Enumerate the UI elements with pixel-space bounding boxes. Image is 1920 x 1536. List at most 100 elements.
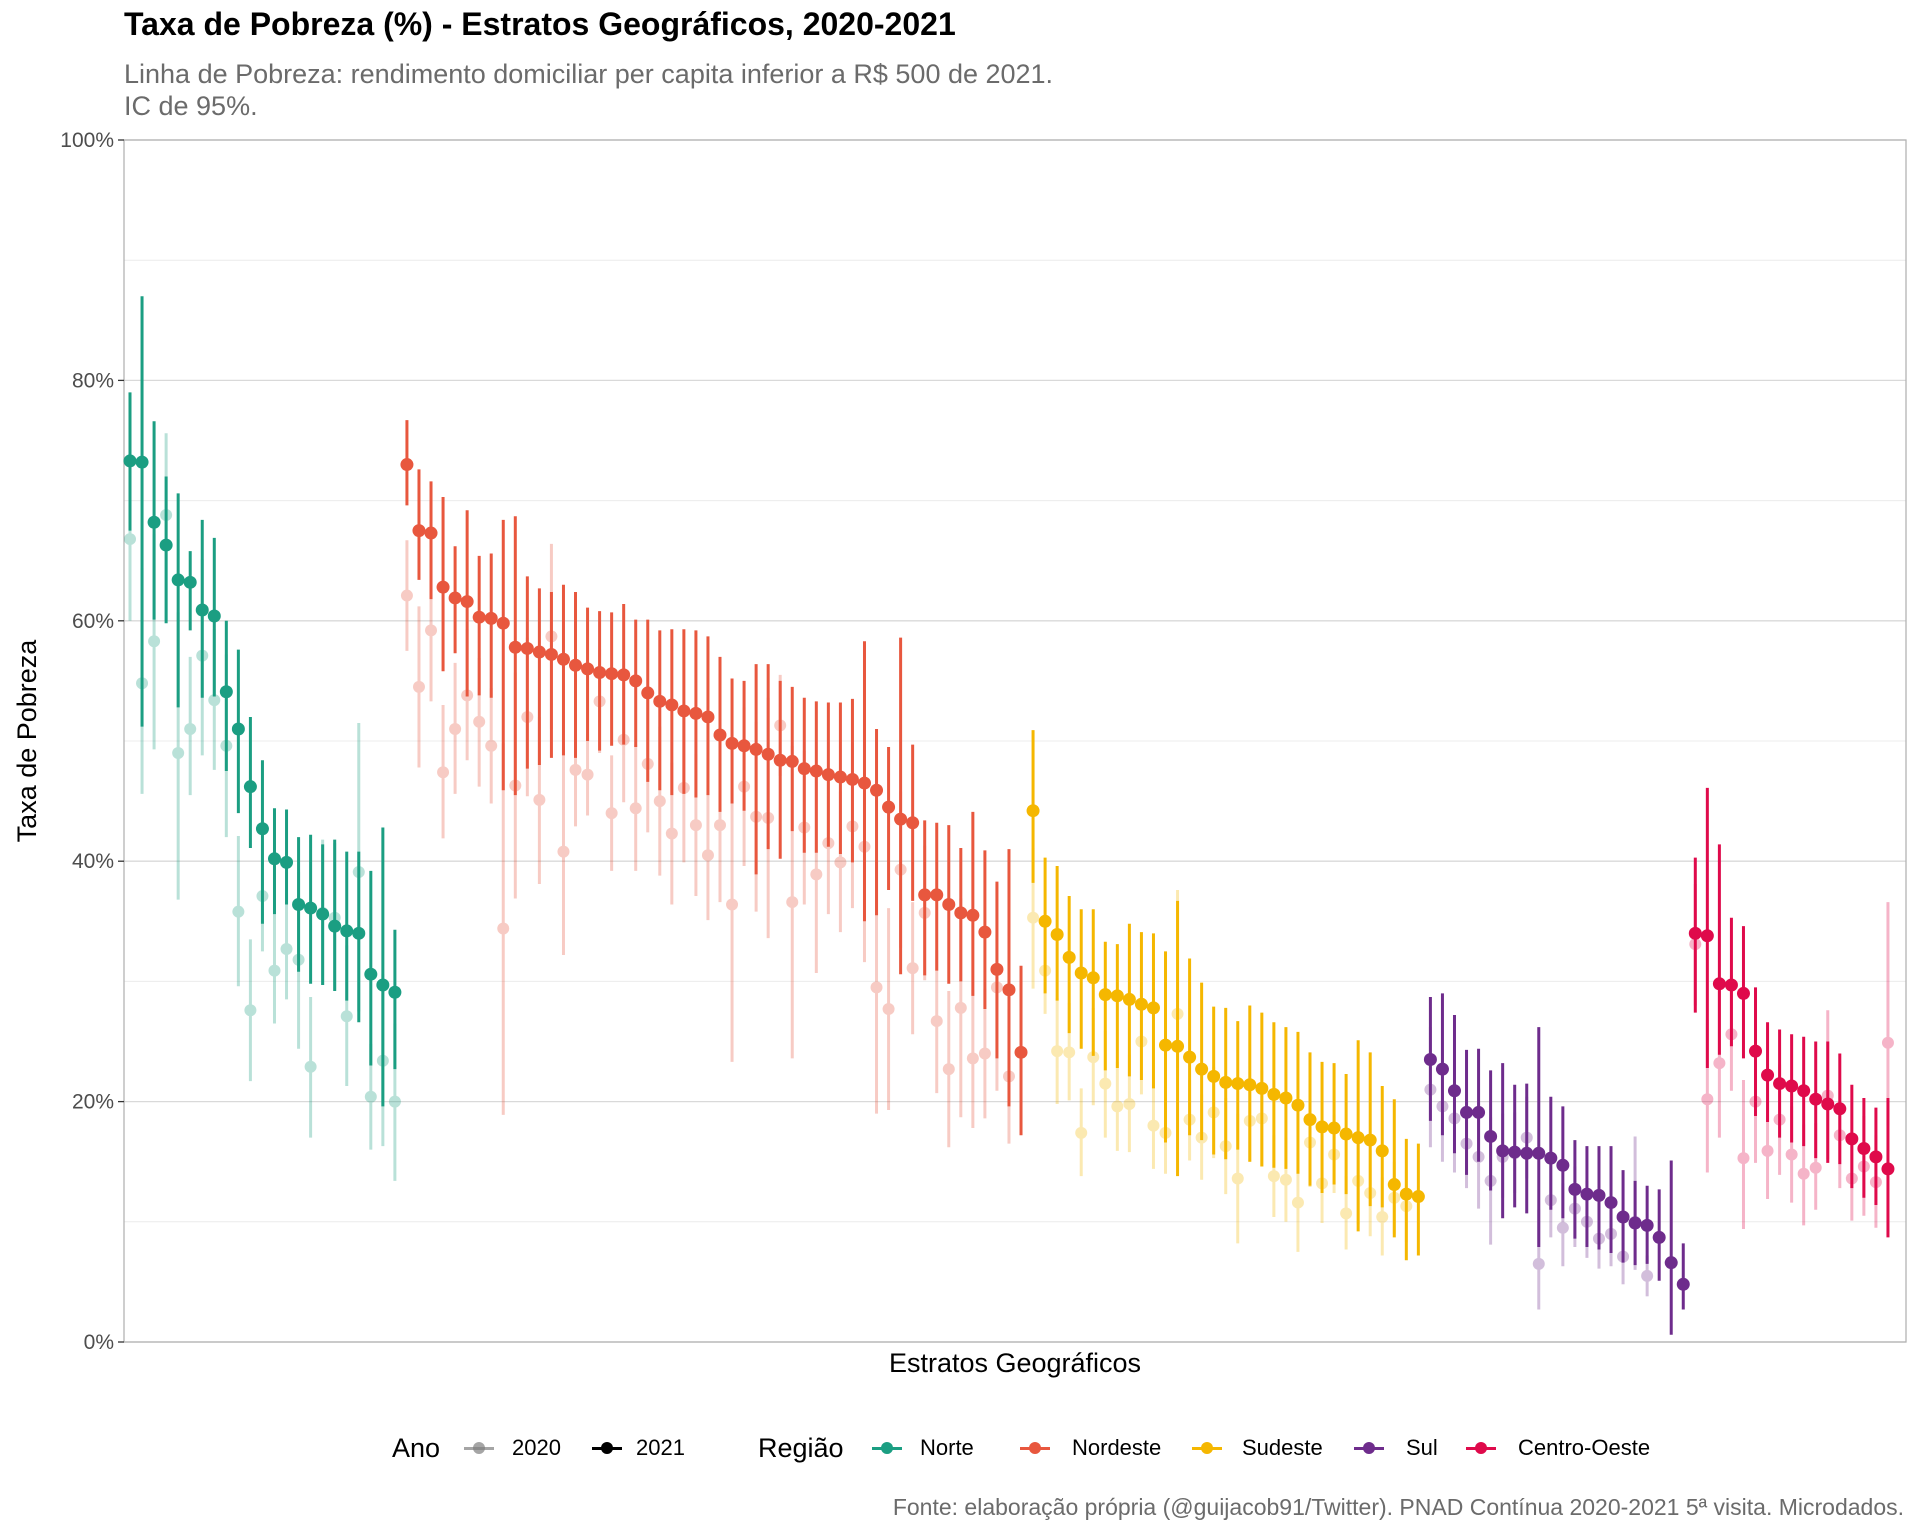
point-2021-centro-oeste xyxy=(1712,844,1726,1055)
dot-2021-sul xyxy=(1532,1146,1546,1160)
point-2021-norte xyxy=(280,809,294,905)
legend-key-sudeste xyxy=(1190,1431,1224,1465)
point-2020-nordeste xyxy=(449,662,462,794)
point-2021-sudeste xyxy=(1387,1099,1401,1238)
point-2021-centro-oeste xyxy=(1869,1107,1883,1205)
point-2020-nordeste xyxy=(906,902,919,1035)
point-2021-nordeste xyxy=(629,619,643,748)
point-2021-sudeste xyxy=(1171,900,1185,1177)
dot-2021-nordeste xyxy=(1002,983,1016,997)
legend-key-centro-oeste xyxy=(1464,1431,1498,1465)
dot-2020-centro-oeste xyxy=(1761,1144,1774,1157)
dot-2020-sudeste xyxy=(1231,1172,1244,1185)
point-2021-norte xyxy=(352,851,366,1023)
point-2021-sul xyxy=(1592,1146,1606,1250)
point-2021-nordeste xyxy=(472,555,486,696)
legend-key-norte xyxy=(870,1431,904,1465)
dot-2021-sul xyxy=(1447,1084,1461,1098)
point-2021-nordeste xyxy=(665,629,679,796)
point-2021-nordeste xyxy=(532,588,546,766)
dot-2021-sul xyxy=(1568,1182,1582,1196)
point-2021-nordeste xyxy=(761,664,775,850)
point-2020-norte xyxy=(244,939,257,1082)
point-2021-centro-oeste xyxy=(1857,1097,1871,1198)
dot-2021-nordeste xyxy=(472,610,486,624)
dot-2021-nordeste xyxy=(532,645,546,659)
dot-2020-nordeste xyxy=(425,624,438,637)
point-2021-nordeste xyxy=(857,641,871,922)
dot-2020-norte xyxy=(364,1090,377,1103)
dot-2020-norte xyxy=(124,533,136,546)
dot-2021-nordeste xyxy=(544,647,558,661)
dot-2021-norte xyxy=(352,926,366,940)
dot-2020-sudeste xyxy=(1099,1077,1112,1090)
dot-2020-nordeste xyxy=(533,793,546,806)
dot-2020-centro-oeste xyxy=(1797,1167,1810,1180)
point-2021-norte xyxy=(292,837,306,972)
dot-2021-sudeste xyxy=(1339,1127,1353,1141)
dot-2020-sudeste xyxy=(1075,1126,1088,1139)
dot-2021-centro-oeste xyxy=(1724,978,1738,992)
point-2021-nordeste xyxy=(569,591,583,758)
point-2021-sudeste xyxy=(1291,1031,1305,1174)
point-2021-norte xyxy=(135,296,149,727)
dot-2021-centro-oeste xyxy=(1773,1077,1787,1091)
dot-2020-nordeste xyxy=(473,715,486,728)
point-2021-nordeste xyxy=(1014,965,1028,1136)
point-2021-sudeste xyxy=(1351,1040,1365,1232)
point-2021-norte xyxy=(304,834,318,984)
point-2021-nordeste xyxy=(617,603,631,745)
dot-2020-sul xyxy=(1532,1257,1545,1270)
point-2020-norte xyxy=(184,656,197,796)
dot-2020-centro-oeste xyxy=(1701,1093,1714,1106)
point-2020-nordeste xyxy=(942,991,955,1148)
point-2021-centro-oeste xyxy=(1761,1022,1775,1123)
point-2021-sul xyxy=(1447,1015,1461,1154)
point-2021-norte xyxy=(267,808,281,915)
y-tick-label: 80% xyxy=(72,369,114,392)
legend-key-sul xyxy=(1352,1431,1386,1465)
dot-2020-sudeste xyxy=(1279,1173,1292,1186)
point-2021-nordeste xyxy=(845,698,859,863)
subtitle-line-1: Linha de Pobreza: rendimento domiciliar … xyxy=(124,59,1054,89)
point-2021-sul xyxy=(1664,1160,1678,1335)
legend-item-norte: Norte xyxy=(870,1428,974,1468)
dot-2021-sudeste xyxy=(1062,950,1076,964)
dot-2021-nordeste xyxy=(701,710,715,724)
dot-2021-nordeste xyxy=(508,640,522,654)
dot-2020-centro-oeste xyxy=(1737,1152,1750,1165)
dot-2021-centro-oeste xyxy=(1881,1162,1895,1176)
point-2021-nordeste xyxy=(460,510,474,697)
dot-2021-norte xyxy=(183,575,197,589)
point-2021-sul xyxy=(1568,1140,1582,1239)
dot-2021-norte xyxy=(171,573,185,587)
dot-2021-centro-oeste xyxy=(1688,926,1702,940)
point-2021-sudeste xyxy=(1122,923,1136,1077)
dot-2021-sudeste xyxy=(1086,971,1100,985)
dot-2021-sudeste xyxy=(1050,928,1064,942)
point-2021-norte xyxy=(171,493,185,708)
point-2021-nordeste xyxy=(725,678,739,804)
dot-2020-nordeste xyxy=(581,768,594,781)
point-2021-nordeste xyxy=(605,612,619,746)
dot-2021-nordeste xyxy=(737,739,751,753)
point-2021-nordeste xyxy=(978,850,992,1010)
dot-2021-nordeste xyxy=(761,747,775,761)
dot-2021-nordeste xyxy=(484,611,498,625)
point-2021-nordeste xyxy=(821,702,835,847)
point-2020-nordeste xyxy=(605,755,618,871)
dot-2021-sudeste xyxy=(1134,997,1148,1011)
point-2021-centro-oeste xyxy=(1700,787,1714,1068)
point-2021-nordeste xyxy=(966,811,980,996)
point-2021-sudeste xyxy=(1098,941,1112,1071)
dot-2021-sudeste xyxy=(1255,1081,1269,1095)
point-2021-centro-oeste xyxy=(1749,987,1763,1117)
dot-2020-norte xyxy=(280,942,293,955)
dot-2020-norte xyxy=(244,1004,257,1017)
point-2021-centro-oeste xyxy=(1881,1097,1895,1238)
subtitle-line-2: IC de 95%. xyxy=(124,91,258,121)
dot-2021-nordeste xyxy=(581,662,595,676)
point-2021-sudeste xyxy=(1255,1012,1269,1167)
dot-2021-norte xyxy=(292,897,306,911)
dot-2020-sul xyxy=(1556,1221,1569,1234)
